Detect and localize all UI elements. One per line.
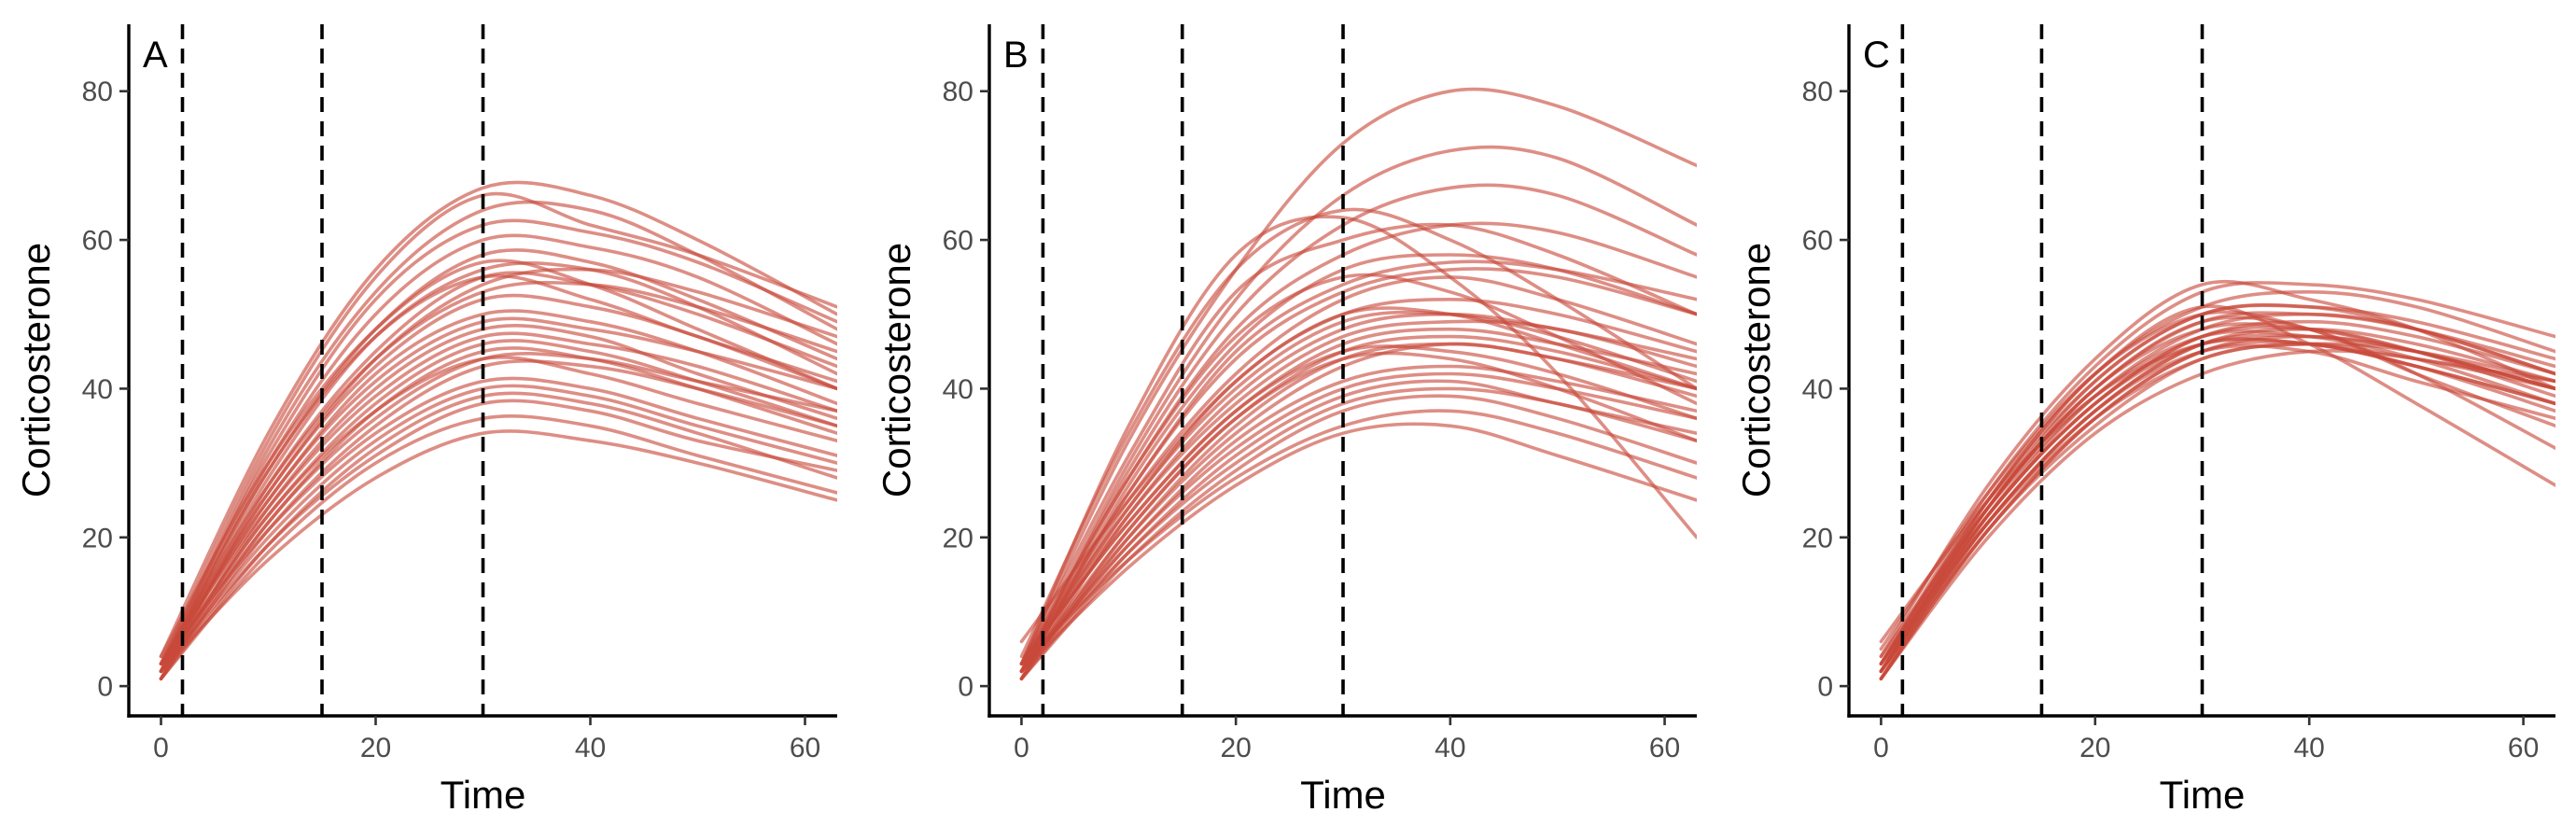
panel-B: 0 20 40 60 80 0 20 40 60 Time Corticosterone B	[875, 24, 1697, 817]
x-tick-label: 0	[153, 733, 169, 763]
x-tick-label: 60	[1649, 733, 1680, 763]
series-group	[1019, 87, 1697, 680]
series-line-14	[1019, 319, 1697, 673]
series-line-29	[1019, 351, 1697, 680]
panel-C: 0 20 40 60 80 0 20 40 60 Time Corticosterone C	[1734, 24, 2555, 817]
panel-A: 0 20 40 60 80 0 20 40 60 Time Corticosterone A	[14, 24, 837, 817]
series-line-20	[159, 384, 837, 673]
x-tick-label: 60	[2508, 733, 2539, 763]
series-line-24	[1879, 302, 2555, 673]
x-tick-label: 0	[1873, 733, 1889, 763]
series-line-25	[159, 356, 837, 673]
series-line-19	[1019, 344, 1697, 665]
y-tick-label: 40	[82, 374, 113, 405]
series-line-11	[159, 293, 837, 673]
x-tick-label: 20	[1220, 733, 1251, 763]
x-tick-label: 40	[2294, 733, 2325, 763]
y-tick-label: 20	[943, 523, 973, 553]
x-axis-title: Time	[441, 773, 526, 817]
series-line-3	[1019, 215, 1697, 665]
series-line-27	[159, 273, 837, 673]
series-line-26	[159, 267, 837, 665]
series-line-2	[159, 180, 837, 659]
x-tick-label: 0	[1014, 733, 1029, 763]
series-line-21	[1879, 325, 2555, 673]
series-line-15	[159, 331, 837, 665]
series-line-4	[159, 218, 837, 665]
series-group	[1879, 279, 2555, 680]
y-tick-label: 40	[1802, 374, 1833, 405]
series-line-18	[1019, 342, 1697, 673]
series-line-24	[1019, 409, 1697, 665]
series-line-26	[1019, 306, 1697, 644]
series-line-17	[1879, 304, 2555, 665]
series-line-22	[1879, 342, 2555, 665]
y-tick-label: 0	[1817, 672, 1833, 703]
y-tick-label: 60	[943, 226, 973, 257]
series-line-2	[1019, 145, 1697, 673]
x-tick-label: 40	[575, 733, 606, 763]
series-line-8	[159, 259, 837, 659]
y-tick-label: 0	[958, 672, 973, 703]
y-tick-label: 0	[97, 672, 113, 703]
y-tick-label: 60	[82, 226, 113, 257]
y-tick-label: 20	[82, 523, 113, 553]
series-group	[159, 180, 837, 680]
series-line-24	[159, 429, 837, 673]
series-line-1	[1019, 87, 1697, 665]
panel-label: B	[1003, 35, 1029, 76]
series-line-10	[1019, 267, 1697, 673]
y-tick-label: 40	[943, 374, 973, 405]
panel-label: A	[143, 35, 168, 76]
series-line-6	[1019, 222, 1697, 665]
y-axis-title: Corticosterone	[1734, 243, 1778, 497]
series-line-22	[1019, 386, 1697, 673]
y-tick-label: 20	[1802, 523, 1833, 553]
series-line-22	[159, 399, 837, 673]
x-axis-title: Time	[1300, 773, 1386, 817]
series-line-10	[159, 280, 837, 665]
y-axis-title: Corticosterone	[875, 243, 918, 497]
x-tick-label: 20	[360, 733, 391, 763]
series-line-28	[159, 359, 837, 680]
y-tick-label: 80	[943, 77, 973, 107]
series-line-23	[159, 414, 837, 680]
series-line-5	[1019, 183, 1697, 673]
x-tick-label: 20	[2079, 733, 2110, 763]
series-line-23	[1879, 340, 2555, 680]
series-line-25	[1019, 422, 1697, 673]
x-tick-label: 40	[1435, 733, 1465, 763]
panel-label: C	[1863, 35, 1890, 76]
x-axis-title: Time	[2160, 773, 2246, 817]
y-axis-title: Corticosterone	[14, 243, 58, 497]
series-line-3	[159, 200, 837, 673]
y-tick-label: 80	[82, 77, 113, 107]
y-tick-label: 60	[1802, 226, 1833, 257]
series-line-14	[1879, 337, 2555, 644]
series-line-30	[1019, 364, 1697, 673]
series-line-28	[1019, 273, 1697, 665]
series-line-13	[159, 316, 837, 673]
y-tick-label: 80	[1802, 77, 1833, 107]
x-tick-label: 60	[790, 733, 820, 763]
